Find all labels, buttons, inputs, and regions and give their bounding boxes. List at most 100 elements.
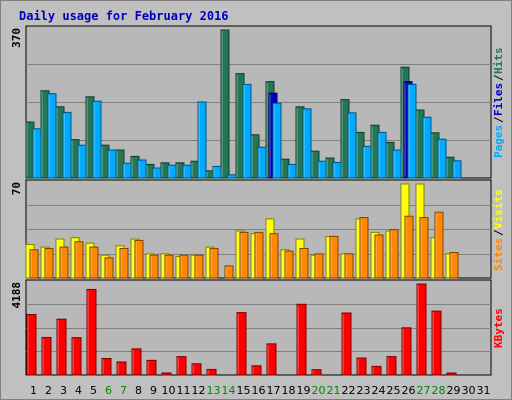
sites-bar [419,217,429,279]
pages-bar [392,149,402,179]
sites-bar [179,254,189,279]
sites-bar [404,215,414,279]
pages-bar [167,164,177,179]
pages-bar [302,108,312,179]
sites-bar [209,247,219,279]
kbytes-bar [446,372,457,376]
sites-bar [74,241,84,279]
sites-bar [254,231,264,279]
kbytes-bar [431,310,442,376]
x-tick-label: 24 [372,384,386,397]
sites-bar [374,234,384,279]
pages-bar [272,102,282,179]
kbytes-bar [41,336,52,376]
axis-label-separator: / [492,229,505,236]
pages-bar [107,149,117,179]
chart-title: Daily usage for February 2016 [19,9,229,23]
kbytes-bar [56,318,67,376]
x-tick-label: 10 [162,384,176,397]
kbytes-bar [161,372,172,376]
kbytes-bar [266,343,277,376]
kbytes-bar [86,288,97,376]
pages-bar [47,93,57,179]
kbytes-bar [131,348,142,376]
kbytes-bar [206,368,217,376]
x-tick-label: 8 [135,384,142,397]
kbytes-bar [176,356,187,376]
axis-label-files: Files [492,83,505,116]
sites-bar [389,229,399,279]
x-tick-label: 6 [105,384,112,397]
kbytes-bar [311,369,322,376]
kbytes-bar [401,327,412,376]
panel-1-max-label: 370 [10,28,23,48]
kbytes-bar [26,314,37,376]
pages-bar [407,83,417,179]
sites-bar [224,265,234,279]
kbytes-bar [371,365,382,376]
sites-bar [239,231,249,279]
axis-label-separator: / [492,116,505,123]
x-tick-label: 23 [357,384,371,397]
sites-bar [269,233,279,279]
sites-bar [314,253,324,279]
x-tick-label: 22 [342,384,356,397]
sites-bar [329,235,339,279]
x-tick-label: 15 [237,384,251,397]
pages-bar [62,111,72,179]
sites-bar [29,249,39,279]
sites-bar [134,239,144,279]
pages-bar [92,100,102,179]
x-tick-label: 1 [30,384,37,397]
sites-bar [299,247,309,279]
sites-bar [359,217,369,279]
pages-bar [287,163,297,179]
pages-bar [437,138,447,179]
pages-bar [242,83,252,179]
kbytes-bar [236,312,247,376]
pages-bar [317,160,327,179]
pages-bar [362,145,372,179]
pages-bar [182,164,192,179]
x-tick-label: 4 [75,384,82,397]
axis-label-hits: Hits [492,48,505,75]
axis-label-pages: Pages [492,125,505,158]
pages-bar [122,162,132,179]
axis-label-sites: Sites [492,238,505,271]
pages-bar [32,128,42,179]
axis-label-visits: Visits [492,189,505,229]
sites-bar [59,246,69,279]
sites-bar [194,254,204,279]
x-tick-label: 30 [462,384,476,397]
x-tick-label: 12 [192,384,206,397]
pages-bar [197,101,207,179]
x-tick-label: 14 [222,384,236,397]
x-tick-label: 25 [387,384,401,397]
pages-bar [137,159,147,179]
x-tick-label: 11 [177,384,191,397]
sites-bar [104,257,114,279]
kbytes-bar [146,359,157,376]
x-tick-label: 13 [207,384,221,397]
sites-bar [149,254,159,279]
pages-bar [212,165,222,179]
pages-bar [452,160,462,179]
x-tick-label: 26 [402,384,416,397]
sites-bar [449,251,459,279]
sites-bar [89,246,99,279]
panel-3-max-label: 4188 [10,282,23,309]
pages-bar [422,116,432,179]
x-tick-label: 28 [432,384,446,397]
axis-label-separator: / [492,74,505,81]
sites-bar [119,247,129,279]
sites-bar [164,254,174,279]
x-tick-label: 29 [447,384,461,397]
kbytes-bar [296,303,307,376]
pages-bar [257,146,267,179]
kbytes-bar [251,365,262,376]
kbytes-bar [416,283,427,376]
axis-label-kbytes: KBytes [492,308,505,348]
x-tick-label: 9 [150,384,157,397]
pages-bar [377,131,387,179]
